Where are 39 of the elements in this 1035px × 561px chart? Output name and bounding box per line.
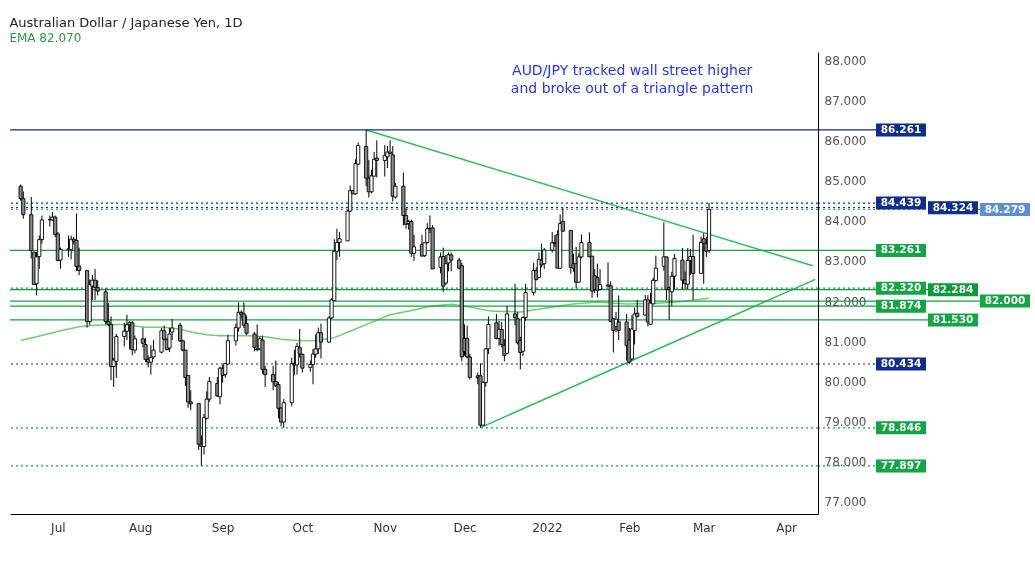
x-tick-label: Aug [129,520,153,535]
ref-line-label: 86.261 [880,122,922,135]
ref-line-label: 84.279 [984,202,1026,215]
x-tick-label: Apr [776,520,798,535]
chart-title: Australian Dollar / Japanese Yen, 1D [9,15,243,30]
x-tick-label: Sep [211,520,235,535]
y-tick-label: 83.000 [824,254,867,269]
candlestick [337,231,342,258]
y-tick-label: 87.000 [824,93,867,108]
ref-line-label: 84.439 [880,196,922,209]
y-tick-label: 84.000 [824,214,867,229]
ref-line-label: 82.320 [880,281,922,294]
y-tick-label: 88.000 [824,53,867,68]
annotation: AUD/JPY tracked wall street higher and broke out of a triangle pattern [510,62,754,96]
y-tick-label: 85.000 [824,174,867,189]
candlestick [542,247,547,270]
y-tick-label: 81.000 [824,334,867,349]
x-tick-label: Oct [292,520,314,535]
ref-line-label: 81.530 [932,312,974,325]
ref-line-label: 78.846 [880,420,922,433]
ref-line-label: 83.261 [880,243,922,256]
x-tick-label: Mar [692,520,716,535]
ref-line-label: 82.000 [984,294,1026,307]
chart-subtitle: EMA 82.070 [9,31,82,45]
ref-line-label: 80.434 [880,356,922,369]
ref-line-label: 82.284 [932,282,974,295]
y-tick-label: 78.000 [824,455,867,470]
x-tick-label: Dec [453,520,477,535]
y-tick-label: 77.000 [824,495,867,510]
x-tick-label: Jul [50,520,66,535]
y-tick-label: 80.000 [824,374,867,389]
ref-line-label: 84.324 [932,200,974,213]
x-tick-label: Nov [373,520,397,535]
x-tick-label: Feb [619,520,641,535]
ref-line-label: 77.897 [880,458,922,471]
y-tick-label: 79.000 [824,415,867,430]
y-tick-label: 86.000 [824,133,867,148]
ref-line-label: 81.874 [880,299,922,312]
x-tick-label: 2022 [532,520,563,535]
